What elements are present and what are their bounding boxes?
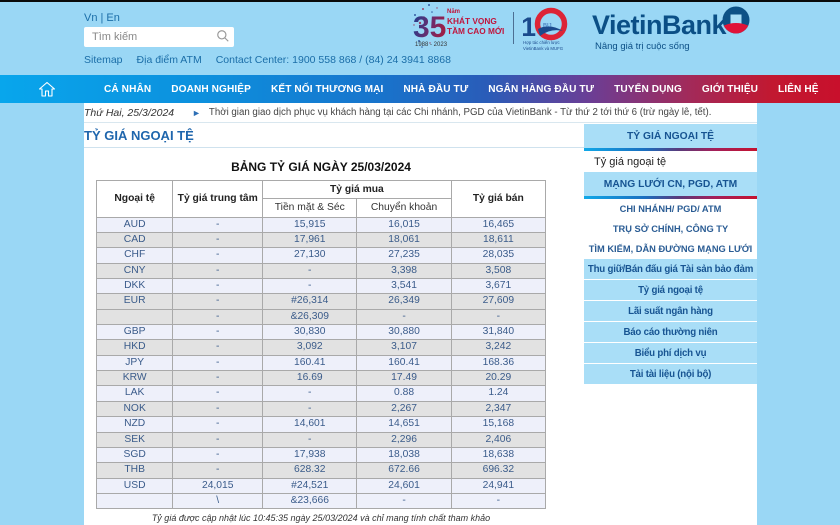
svg-text:KHÁT VỌNG: KHÁT VỌNG bbox=[447, 16, 497, 26]
svg-text:VietinBank và MUFG: VietinBank và MUFG bbox=[523, 46, 564, 51]
svg-text:1988 - 2023: 1988 - 2023 bbox=[415, 42, 448, 48]
svg-text:VietinBank: VietinBank bbox=[592, 10, 728, 40]
svg-text:Nâng giá trị cuộc sống: Nâng giá trị cuộc sống bbox=[595, 41, 690, 52]
svg-text:Hợp tác chiến lược: Hợp tác chiến lược bbox=[523, 40, 561, 45]
svg-text:35: 35 bbox=[413, 11, 446, 44]
svg-text:TẦM CAO MỚI: TẦM CAO MỚI bbox=[447, 25, 504, 36]
svg-text:Năm: Năm bbox=[447, 9, 460, 15]
svg-text:1: 1 bbox=[523, 12, 536, 42]
svg-text:BIJ: BIJ bbox=[543, 23, 552, 29]
